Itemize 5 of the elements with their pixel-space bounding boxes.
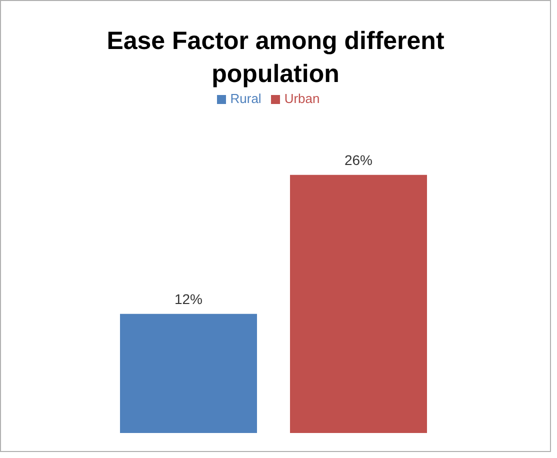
data-label: 12% [174,290,203,307]
data-label: 26% [344,152,373,168]
legend-label: Rural [230,91,262,106]
chart-title: Ease Factor among different population [106,26,446,90]
legend-label: Urban [284,91,320,106]
